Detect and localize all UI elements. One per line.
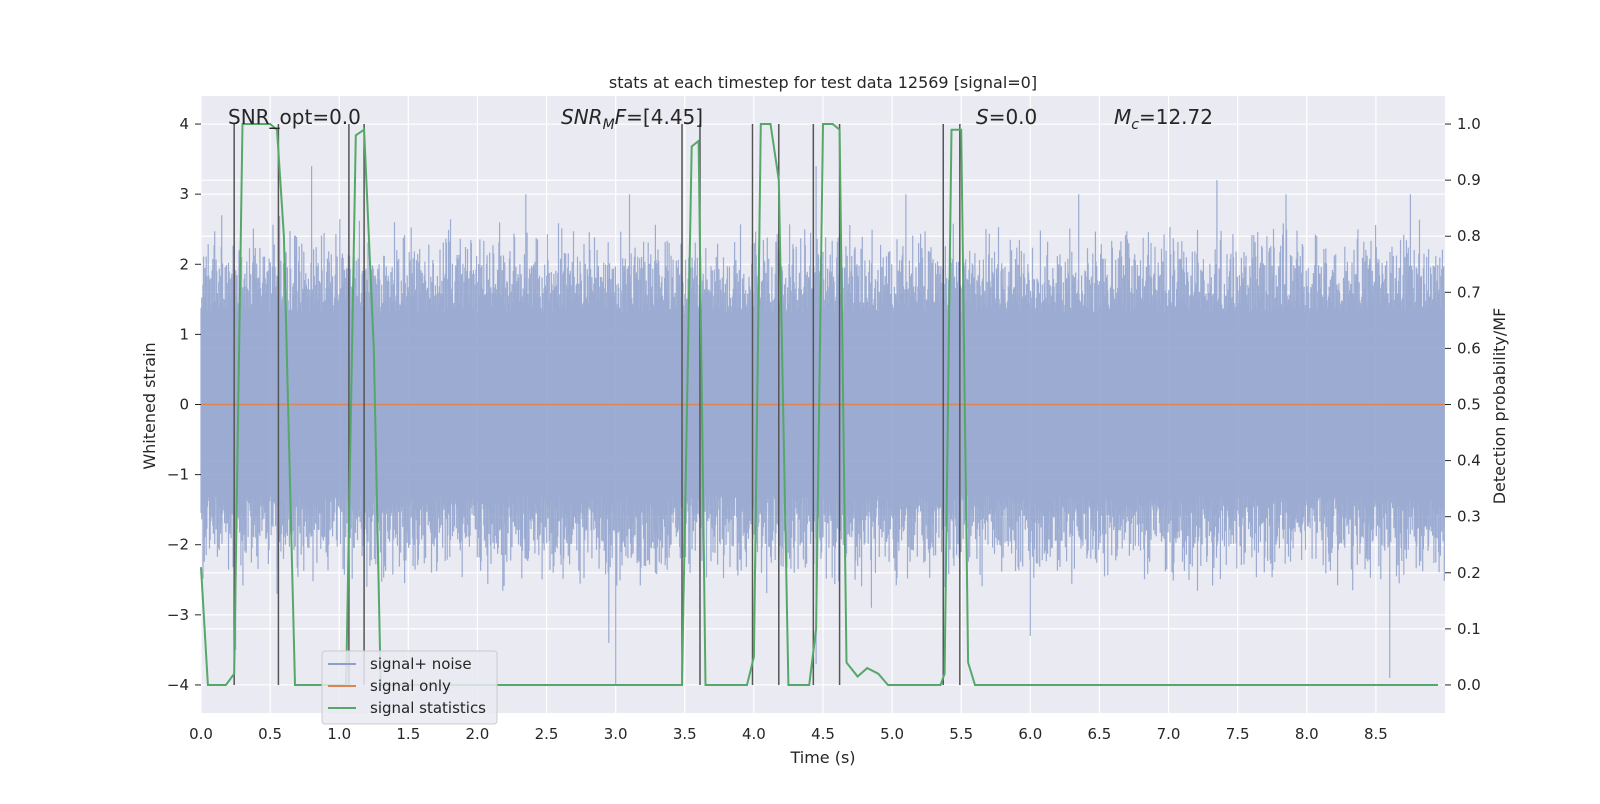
y-tick-label: 0 xyxy=(179,396,189,414)
y-tick-label: −2 xyxy=(167,536,189,554)
y-tick-label: 4 xyxy=(179,115,189,133)
snr-mf-subscript: M xyxy=(603,117,615,133)
legend-label-signal-statistics: signal statistics xyxy=(370,699,486,717)
x-tick-label: 0.5 xyxy=(258,725,282,743)
series-signal-noise xyxy=(200,166,1445,685)
y-tick-label: 1 xyxy=(179,325,189,343)
x-tick-label: 2.0 xyxy=(466,725,490,743)
noise-trace xyxy=(200,166,1445,685)
legend-label-signal-noise: signal+ noise xyxy=(370,655,472,673)
s-symbol: S xyxy=(976,105,989,129)
y2-tick-label: 0.0 xyxy=(1457,676,1481,694)
annotation-snr-opt: SNR_opt=0.0 xyxy=(228,105,361,129)
x-tick-label: 3.0 xyxy=(604,725,628,743)
y2-tick-label: 0.1 xyxy=(1457,620,1481,638)
x-tick-label: 8.0 xyxy=(1295,725,1319,743)
y2-tick-label: 0.5 xyxy=(1457,396,1481,414)
y2-axis-label: Detection probability/MF xyxy=(1490,308,1509,505)
x-tick-label: 2.5 xyxy=(535,725,559,743)
y2-tick-label: 1.0 xyxy=(1457,115,1481,133)
x-tick-label: 4.0 xyxy=(742,725,766,743)
x-tick-label: 6.5 xyxy=(1088,725,1112,743)
x-tick-label: 4.5 xyxy=(811,725,835,743)
x-tick-label: 3.5 xyxy=(673,725,697,743)
x-tick-label: 1.0 xyxy=(327,725,351,743)
snr-mf-value: =[4.45] xyxy=(626,105,703,129)
x-tick-label: 5.0 xyxy=(880,725,904,743)
x-tick-label: 7.0 xyxy=(1157,725,1181,743)
snr-mf-symbol-2: F xyxy=(615,105,627,129)
axes: 0.0 0.5 1.0 1.5 2.0 2.5 3.0 3.5 4.0 4.5 5.0 5.5 6.0 6… xyxy=(167,115,1481,743)
mc-symbol: M xyxy=(1114,105,1131,129)
x-axis-label: Time (s) xyxy=(789,748,855,767)
annotation-mc: Mc=12.72 xyxy=(1114,105,1213,133)
y-tick-label: −3 xyxy=(167,606,189,624)
x-tick-label: 5.5 xyxy=(949,725,973,743)
y2-tick-label: 0.3 xyxy=(1457,508,1481,526)
x-tick-label: 0.0 xyxy=(189,725,213,743)
x-tick-label: 7.5 xyxy=(1226,725,1250,743)
s-value: =0.0 xyxy=(989,105,1038,129)
y2-tick-label: 0.7 xyxy=(1457,283,1481,301)
mc-subscript: c xyxy=(1131,117,1139,133)
x-tick-label: 8.5 xyxy=(1364,725,1388,743)
series-signal-statistics xyxy=(200,123,1439,686)
mc-value: =12.72 xyxy=(1139,105,1213,129)
y-tick-label: 2 xyxy=(179,255,189,273)
x-tick-label: 6.0 xyxy=(1018,725,1042,743)
y2-tick-label: 0.8 xyxy=(1457,227,1481,245)
annotations: SNR_opt=0.0 SNRMF=[4.45] S=0.0 Mc=12.72 xyxy=(228,105,1213,133)
legend-box xyxy=(321,650,498,725)
x-tick-label: 1.5 xyxy=(396,725,420,743)
chart-title: stats at each timestep for test data 125… xyxy=(609,73,1037,92)
y2-tick-label: 0.6 xyxy=(1457,339,1481,357)
annotation-snr-mf: SNRMF=[4.45] xyxy=(561,105,703,133)
y-axis-label: Whitened strain xyxy=(140,342,159,469)
y2-tick-label: 0.9 xyxy=(1457,171,1481,189)
y2-tick-label: 0.4 xyxy=(1457,452,1481,470)
annotation-s: S=0.0 xyxy=(976,105,1037,129)
snr-mf-symbol: SNR xyxy=(561,105,603,129)
y-tick-label: 3 xyxy=(179,185,189,203)
statistics-line xyxy=(200,123,1439,686)
legend-label-signal-only: signal only xyxy=(370,677,451,695)
y2-tick-label: 0.2 xyxy=(1457,564,1481,582)
legend: signal+ noise signal only signal statist… xyxy=(321,650,498,725)
y-tick-label: −1 xyxy=(167,466,189,484)
y-tick-label: −4 xyxy=(167,676,189,694)
